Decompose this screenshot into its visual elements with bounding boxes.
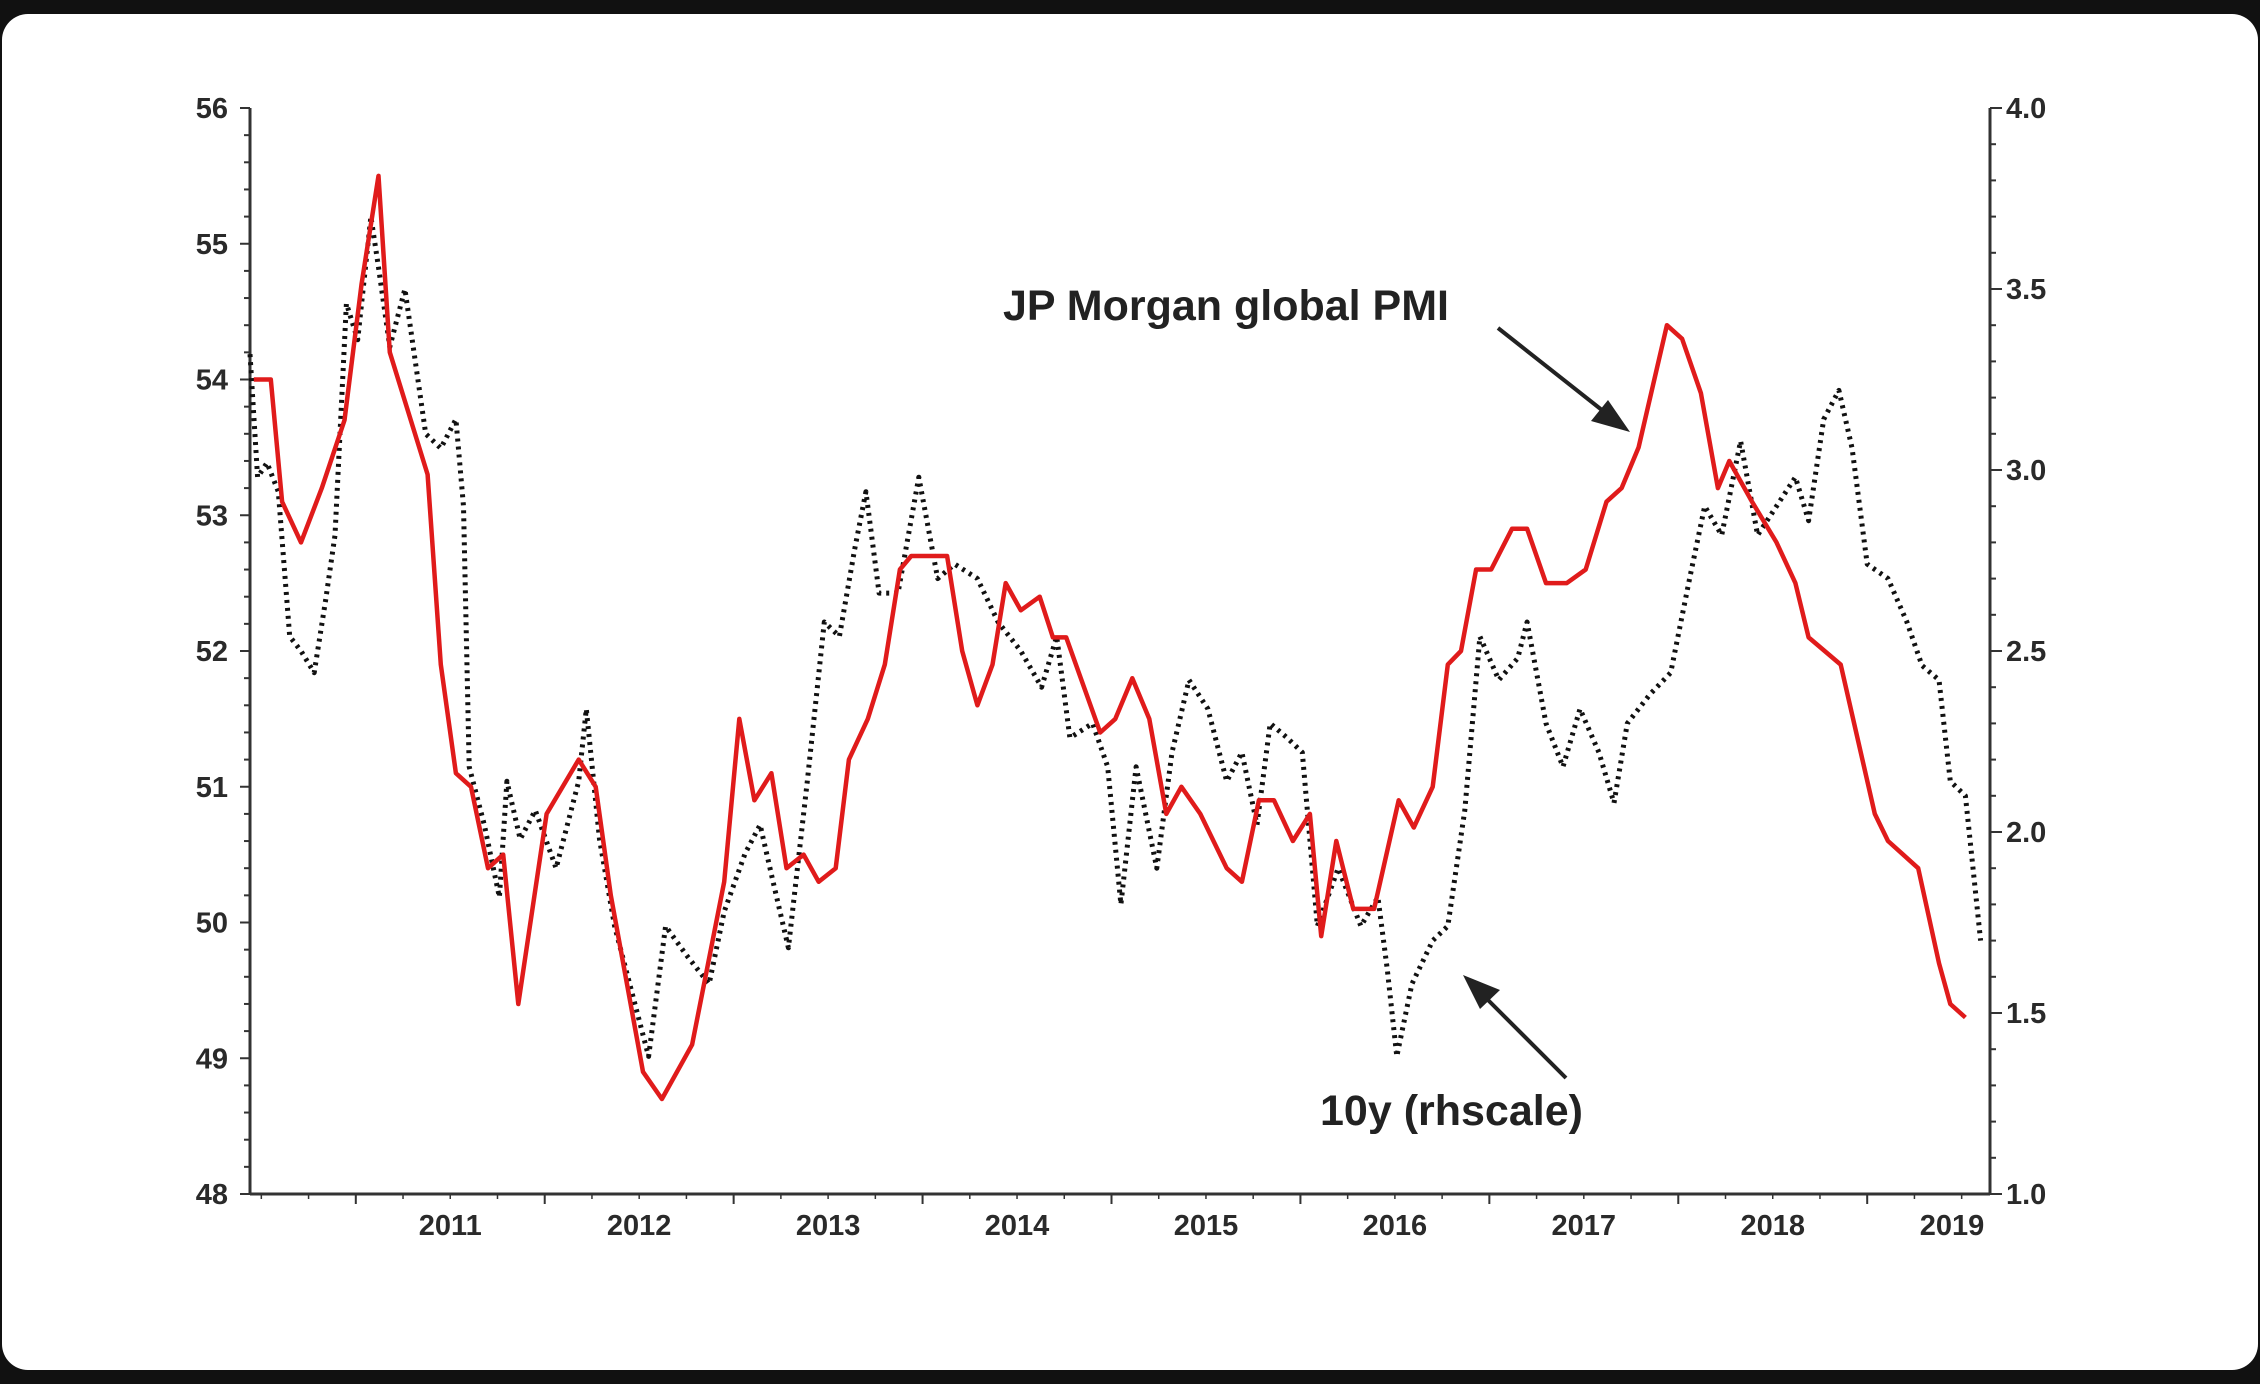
left-axis-tick-label: 50 <box>196 908 228 940</box>
x-axis-tick-label: 2012 <box>607 1210 672 1242</box>
chart-card <box>2 14 2258 1370</box>
x-axis-tick-label: 2014 <box>985 1210 1050 1242</box>
pmi-series-line <box>253 173 1967 1102</box>
series-layer <box>247 173 1984 1102</box>
left-axis-tick-label: 52 <box>196 636 228 668</box>
right-axis-tick-label: 3.0 <box>2006 455 2046 487</box>
annotations: JP Morgan global PMI 10y (rhscale) <box>1003 282 1630 1135</box>
right-axis-tick-label: 4.0 <box>2006 93 2046 125</box>
right-axis-tick-label: 1.5 <box>2006 998 2046 1030</box>
annotation-10y-label: 10y (rhscale) <box>1320 1087 1583 1135</box>
annotation-pmi-arrow <box>1496 326 1614 420</box>
x-axis-tick-label: 2016 <box>1363 1210 1428 1242</box>
x-axis-tick-label: 2011 <box>419 1210 482 1242</box>
annotation-10y-arrowhead <box>1463 975 1500 1009</box>
x-axis-tick-label: 2019 <box>1920 1210 1985 1242</box>
right-axis-tick-label: 2.5 <box>2006 636 2046 668</box>
x-axis-tick-label: 2018 <box>1740 1210 1805 1242</box>
x-axis-tick-label: 2017 <box>1552 1210 1617 1242</box>
annotation-pmi-label: JP Morgan global PMI <box>1003 282 1449 330</box>
left-axis-tick-label: 48 <box>196 1179 228 1211</box>
annotation-pmi-arrowhead <box>1591 400 1630 432</box>
right-axis-tick-label: 3.5 <box>2006 274 2046 306</box>
left-axis-tick-label: 55 <box>196 229 228 261</box>
left-axis-tick-label: 56 <box>196 93 228 125</box>
right-axis-tick-label: 2.0 <box>2006 817 2046 849</box>
left-axis-tick-label: 54 <box>196 365 228 397</box>
x-axis-tick-label: 2015 <box>1174 1210 1239 1242</box>
axes: 48 49 50 51 52 53 54 55 56 1.0 1.5 2.0 2.5 3.0 3.5 4.0 2… <box>196 93 2047 1242</box>
x-axis-tick-label: 2013 <box>796 1210 861 1242</box>
annotation-10y-arrow <box>1476 988 1568 1080</box>
left-axis-tick-label: 51 <box>196 772 228 804</box>
right-axis-tick-label: 1.0 <box>2006 1179 2046 1211</box>
left-axis-tick-label: 53 <box>196 500 228 532</box>
left-axis-tick-label: 49 <box>196 1043 228 1075</box>
ten-year-yield-series-line <box>247 214 1984 1059</box>
